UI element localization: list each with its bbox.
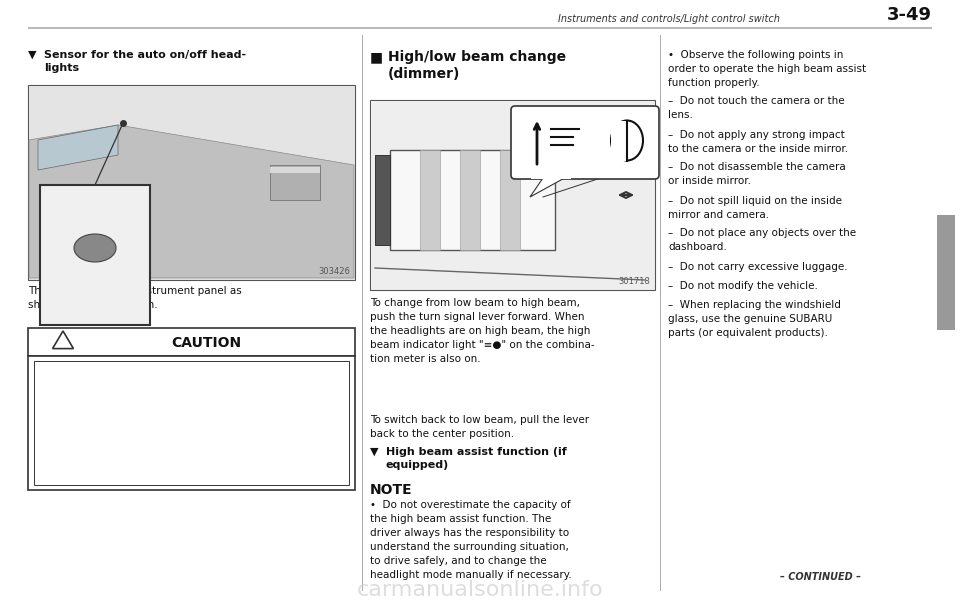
Bar (28, 85, 355, 280)
Bar (370, 100, 655, 290)
Bar (34, 361, 349, 485)
Text: !: ! (60, 340, 65, 350)
Bar (28, 356, 355, 490)
Text: ▼: ▼ (370, 447, 378, 457)
Text: carmanualsonline.info: carmanualsonline.info (357, 580, 603, 600)
Text: Sensor for the auto on/off head-
lights: Sensor for the auto on/off head- lights (44, 50, 246, 73)
Text: Instruments and controls/Light control switch: Instruments and controls/Light control s… (558, 14, 780, 24)
Bar (29, 86, 354, 279)
Text: –  Do not touch the camera or the
lens.: – Do not touch the camera or the lens. (668, 97, 845, 120)
Ellipse shape (74, 234, 116, 262)
Text: –  Do not apply any strong impact
to the camera or the inside mirror.: – Do not apply any strong impact to the … (668, 130, 848, 153)
Polygon shape (29, 125, 354, 278)
Text: –  Do not place any objects over the
dashboard.: – Do not place any objects over the dash… (668, 229, 856, 252)
Text: –  Do not disassemble the camera
or inside mirror.: – Do not disassemble the camera or insid… (668, 163, 846, 186)
Bar (611, 120, 627, 161)
Bar (371, 101, 654, 289)
Text: High beam assist function (if
equipped): High beam assist function (if equipped) (386, 447, 566, 470)
Text: –  Do not modify the vehicle.: – Do not modify the vehicle. (668, 281, 818, 291)
Text: To switch back to low beam, pull the lever
back to the center position.: To switch back to low beam, pull the lev… (370, 415, 589, 439)
Text: 3-49: 3-49 (887, 6, 932, 24)
Bar (460, 150, 480, 250)
Polygon shape (375, 155, 390, 245)
Text: ■: ■ (370, 50, 383, 64)
Text: High/low beam change
(dimmer): High/low beam change (dimmer) (388, 50, 566, 81)
Bar (390, 150, 555, 250)
Bar (420, 150, 440, 250)
Polygon shape (530, 175, 570, 197)
Bar (500, 150, 520, 250)
Text: •  Observe the following points in
order to operate the high beam assist
functio: • Observe the following points in order … (668, 50, 866, 88)
Text: –  When replacing the windshield
glass, use the genuine SUBARU
parts (or equival: – When replacing the windshield glass, u… (668, 301, 841, 338)
Ellipse shape (611, 120, 643, 161)
Text: 303426: 303426 (318, 267, 350, 276)
Polygon shape (38, 125, 118, 170)
Bar (270, 167, 320, 173)
Text: •  Do not overestimate the capacity of
the high beam assist function. The
driver: • Do not overestimate the capacity of th… (370, 500, 572, 580)
Text: The sensor is on the instrument panel as
shown in the illustration.: The sensor is on the instrument panel as… (28, 286, 242, 310)
Text: – CONTINUED –: – CONTINUED – (780, 572, 860, 582)
Bar (937, 215, 955, 330)
Text: ▼: ▼ (28, 50, 36, 60)
Text: NOTE: NOTE (370, 483, 413, 497)
Polygon shape (53, 331, 74, 349)
Text: 301718: 301718 (618, 277, 650, 286)
Text: To change from low beam to high beam,
push the turn signal lever forward. When
t: To change from low beam to high beam, pu… (370, 298, 594, 364)
Bar (531, 173, 571, 179)
FancyBboxPatch shape (511, 106, 659, 179)
Text: CAUTION: CAUTION (172, 336, 242, 350)
Bar (40, 185, 150, 325)
Text: If any object is placed on or near the
sensor, the sensor may not detect
the lev: If any object is placed on or near the s… (42, 368, 268, 434)
Text: –  Do not carry excessive luggage.: – Do not carry excessive luggage. (668, 262, 848, 271)
Bar (270, 165, 320, 200)
Bar (28, 328, 355, 356)
Text: –  Do not spill liquid on the inside
mirror and camera.: – Do not spill liquid on the inside mirr… (668, 196, 842, 219)
